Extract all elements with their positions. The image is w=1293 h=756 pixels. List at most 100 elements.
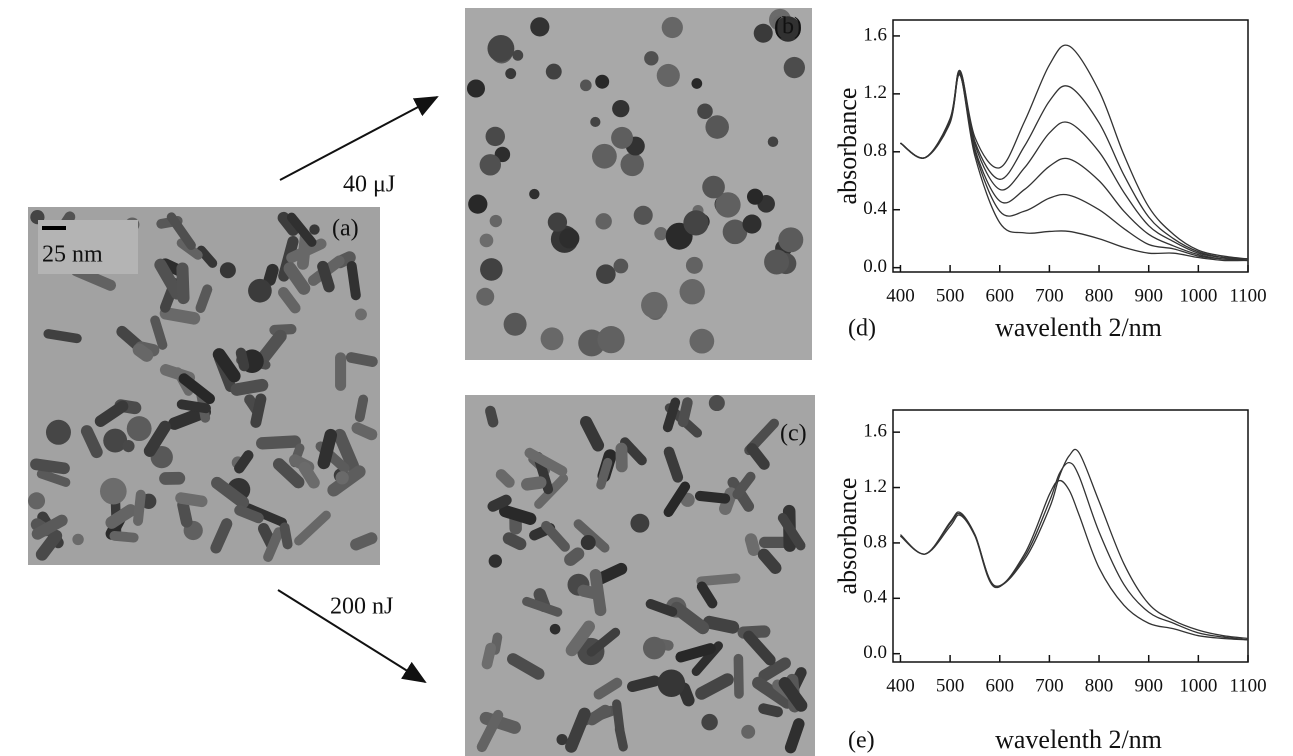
nanorod [279, 522, 293, 550]
nanorod [521, 476, 547, 491]
nanorod [256, 435, 301, 450]
x-tick-label: 600 [985, 675, 1014, 696]
nanorod [166, 212, 196, 250]
particle [679, 279, 705, 305]
nanorod [243, 503, 287, 527]
particle [590, 116, 601, 128]
y-tick-label: 1.2 [863, 82, 887, 103]
nanorod [211, 476, 250, 509]
nanorod [317, 428, 338, 470]
particle [633, 205, 653, 225]
particle [549, 623, 561, 635]
x-tick-label: 900 [1134, 285, 1163, 306]
nanorod [577, 584, 600, 600]
panel-label: (d) [848, 316, 876, 342]
micrographs [28, 8, 815, 756]
nanorod [354, 394, 369, 423]
arrow [277, 589, 427, 684]
nanorod [522, 596, 563, 617]
particle [597, 326, 625, 354]
particle [661, 16, 683, 39]
nanorod [565, 707, 591, 753]
nanorod [696, 581, 718, 609]
nanorod [663, 481, 691, 517]
particle [753, 23, 773, 43]
particle [778, 227, 804, 253]
x-tick-label: 500 [936, 285, 965, 306]
x-tick-label: 1000 [1179, 675, 1217, 696]
particle [505, 68, 517, 80]
nanorod [94, 400, 129, 427]
nanorod [234, 450, 254, 474]
x-tick-label: 400 [886, 675, 915, 696]
arrow-label: 40 μJ [343, 172, 395, 198]
x-tick-label: 900 [1134, 675, 1163, 696]
particle [630, 513, 650, 533]
nanorod [777, 513, 806, 551]
nanorod [670, 601, 710, 635]
particle [488, 554, 502, 568]
particle [595, 74, 610, 89]
particle [596, 264, 616, 285]
x-tick-label: 1100 [1229, 675, 1266, 696]
panel-label: (c) [780, 421, 807, 447]
spectrum-line [900, 44, 1249, 260]
nanorod [476, 709, 504, 753]
x-tick-label: 600 [985, 285, 1014, 306]
nanorod [564, 547, 585, 566]
particle [702, 175, 725, 199]
nanorod [702, 615, 740, 634]
particle [559, 228, 580, 249]
particle [122, 440, 135, 453]
x-tick-label: 800 [1085, 675, 1114, 696]
nanorod [105, 504, 137, 529]
y-tick-label: 0.4 [863, 198, 887, 219]
particle [715, 192, 741, 218]
particle [99, 477, 127, 505]
particle [741, 724, 756, 739]
particle [708, 395, 725, 412]
particle [479, 233, 494, 248]
nanorod [195, 284, 213, 313]
nanorod [133, 489, 146, 526]
particle [742, 214, 762, 234]
nanorod [733, 653, 744, 699]
particle [547, 212, 568, 232]
panel-label: (e) [848, 728, 875, 754]
particle [611, 126, 634, 149]
particle [479, 154, 502, 176]
particle [612, 99, 630, 118]
particle [489, 214, 503, 228]
nanorod [159, 307, 201, 325]
particle [45, 419, 71, 445]
nanorod [263, 263, 279, 286]
nanorod [485, 405, 499, 428]
nanorod [278, 287, 301, 314]
x-tick-label: 800 [1085, 285, 1114, 306]
nanorod [286, 212, 317, 247]
particle [689, 328, 715, 354]
nanorod [333, 428, 359, 473]
particle [580, 535, 596, 551]
nanorod [178, 373, 215, 405]
nanorod [627, 675, 661, 693]
nanorod [585, 704, 612, 726]
nanorod [150, 315, 168, 350]
nanorod [175, 492, 208, 508]
particle [595, 213, 612, 230]
nanorod [277, 211, 299, 236]
y-tick-label: 1.6 [863, 421, 887, 442]
particle [691, 78, 703, 89]
particle [103, 428, 128, 453]
particle [613, 258, 629, 274]
y-tick-label: 1.6 [863, 24, 887, 45]
particle [685, 256, 703, 274]
particle [503, 312, 527, 336]
spectrum-line [900, 74, 1249, 262]
nanorod [35, 529, 63, 561]
x-tick-label: 1100 [1229, 285, 1266, 306]
nanorod [255, 329, 287, 366]
plot-frame [892, 409, 1249, 663]
spectrum-line [900, 71, 1249, 260]
